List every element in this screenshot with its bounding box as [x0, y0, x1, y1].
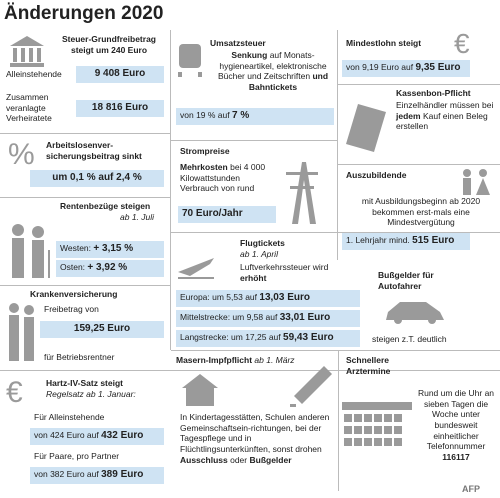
- label: Für Paare, pro Partner: [34, 451, 120, 461]
- heading: Auszubildende: [346, 170, 407, 180]
- divider: [338, 84, 500, 85]
- value: 515 Euro: [412, 235, 455, 246]
- heading: Schnellere Arztermine: [346, 355, 391, 376]
- heading: Strompreise: [180, 146, 230, 156]
- text: auf Monats-hygieneartikel, elektronische…: [217, 50, 327, 82]
- value: 33,01 Euro: [279, 312, 331, 323]
- label: Zusammen veranlagte Verheiratete: [6, 92, 52, 124]
- emphasis: Ausschluss: [180, 454, 228, 465]
- heading: Rentenbezüge steigen: [60, 201, 151, 211]
- people-icon: [463, 169, 490, 195]
- emphasis: Senkung: [231, 50, 268, 60]
- car-icon: [386, 302, 444, 324]
- emphasis: Mehrkosten: [180, 162, 228, 172]
- receipt-icon: [346, 104, 386, 152]
- divider: [0, 133, 170, 134]
- text: Europa: um 5,53 auf: [180, 292, 258, 302]
- divider: [0, 370, 500, 371]
- text: Mittelstrecke: um 9,58 auf: [180, 312, 278, 322]
- label: Westen:: [60, 243, 92, 253]
- divider: [338, 351, 339, 491]
- divider: [338, 164, 500, 165]
- text: von 382 Euro auf: [34, 469, 99, 479]
- train-icon: [178, 44, 202, 77]
- text: von 19 % auf: [180, 110, 230, 120]
- text: von 424 Euro auf: [34, 430, 99, 440]
- syringe-icon: [290, 366, 332, 407]
- divider: [337, 30, 338, 260]
- value: 9 408 Euro: [94, 68, 146, 79]
- text: 1. Lehrjahr mind.: [346, 235, 410, 245]
- divider: [170, 30, 171, 350]
- value: 116117: [442, 451, 470, 462]
- date: ab 1. Juli: [120, 212, 155, 222]
- value: 9,35 Euro: [415, 62, 461, 73]
- divider: [0, 197, 170, 198]
- text: steigen z.T. deutlich: [372, 334, 447, 344]
- value: + 3,15 %: [93, 243, 134, 254]
- heading: Bußgelder für Autofahrer: [378, 270, 434, 291]
- heading: Umsatzsteuer: [210, 38, 266, 48]
- seniors-icon: [9, 303, 34, 361]
- emphasis: jedem: [396, 110, 421, 121]
- heading: Masern-Impfpflicht: [176, 355, 253, 365]
- value: 432 Euro: [101, 430, 144, 441]
- euro-icon: €: [6, 376, 23, 409]
- label: Osten:: [60, 262, 86, 272]
- label: Für Alleinstehende: [34, 412, 105, 422]
- building-icon: [10, 36, 44, 67]
- text: bei 4 000 Kilowattstunden Verbrauch von …: [180, 162, 266, 194]
- pylon-icon: [286, 162, 318, 224]
- value: 13,03 Euro: [259, 292, 310, 303]
- label: Alleinstehende: [6, 69, 62, 79]
- heading: Arbeitslosenver-sicherungsbeitrag sinkt: [46, 140, 142, 161]
- date: Regelsatz ab 1. Januar:: [46, 389, 136, 399]
- date: ab 1. März: [254, 355, 295, 365]
- seniors-icon: [12, 224, 50, 278]
- euro-icon: €: [454, 28, 470, 59]
- percent-icon: %: [8, 138, 35, 171]
- text: Rund um die Uhr an sieben Tagen die Woch…: [417, 388, 495, 452]
- heading: Mindestlohn steigt: [346, 38, 422, 48]
- text: Freibetrag von: [44, 304, 99, 314]
- date: ab 1. April: [240, 249, 278, 259]
- source: AFP: [462, 484, 480, 494]
- text: für Betriebsrentner: [44, 352, 115, 362]
- emphasis: und Bahntickets: [248, 71, 329, 92]
- value: 7 %: [232, 110, 250, 121]
- title: Änderungen 2020: [4, 3, 164, 24]
- heading: Kassenbon-Pflicht: [396, 88, 471, 98]
- heading: Steuer-Grundfreibetrag steigt um 240 Eur…: [62, 34, 156, 55]
- heading: Hartz-IV-Satz steigt: [46, 378, 123, 388]
- divider: [171, 232, 500, 233]
- text: Kauf einen Beleg erstellen: [396, 110, 488, 132]
- value: 18 816 Euro: [91, 102, 149, 113]
- heading: Flugtickets: [240, 238, 285, 248]
- text: mit Ausbildungsbeginn ab 2020 bekommen e…: [361, 196, 481, 228]
- divider: [0, 285, 170, 286]
- value: um 0,1 % auf 2,4 %: [52, 172, 142, 183]
- value: 389 Euro: [101, 469, 144, 480]
- divider: [171, 140, 337, 141]
- text: In Kindertagesstätten, Schulen anderen G…: [180, 412, 330, 454]
- text: von 9,19 Euro auf: [346, 62, 414, 72]
- text: Langstrecke: um 17,25 auf: [180, 332, 281, 342]
- text: oder: [230, 454, 248, 465]
- value: 59,43 Euro: [283, 332, 334, 343]
- value: + 3,92 %: [87, 262, 128, 273]
- text: Einzelhändler müssen bei: [396, 100, 494, 110]
- plane-icon: [178, 258, 214, 279]
- value: 70 Euro/Jahr: [182, 208, 243, 219]
- emphasis: erhöht: [240, 272, 267, 283]
- text: Luftverkehrssteuer wird: [240, 262, 329, 272]
- house-icon: [182, 374, 218, 406]
- emphasis: Bußgelder: [249, 454, 292, 465]
- divider: [171, 350, 500, 351]
- heading: Krankenversicherung: [30, 289, 118, 299]
- calendar-icon: [342, 402, 412, 446]
- value: 159,25 Euro: [73, 323, 131, 334]
